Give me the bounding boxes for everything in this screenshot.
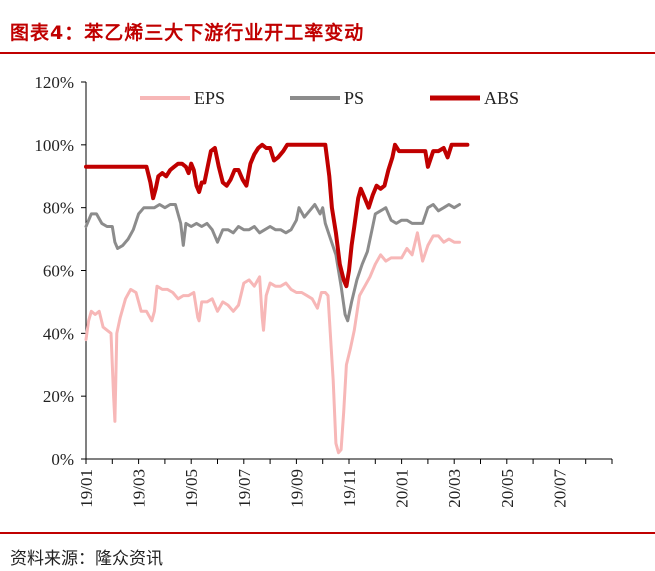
series-line-eps bbox=[84, 231, 461, 455]
y-tick-label: 40% bbox=[43, 324, 74, 343]
y-axis-ticks: 0% 20% 40% 60% 80% 100% 120% bbox=[34, 73, 86, 469]
x-tick-label: 20/07 bbox=[550, 469, 569, 508]
x-tick-label: 19/11 bbox=[340, 469, 359, 507]
x-tick-label: 19/01 bbox=[77, 469, 96, 508]
y-tick-label: 80% bbox=[43, 199, 74, 218]
x-tick-label: 19/09 bbox=[287, 469, 306, 508]
y-tick-label: 100% bbox=[34, 136, 74, 155]
y-tick-label: 20% bbox=[43, 387, 74, 406]
y-tick-label: 120% bbox=[34, 73, 74, 92]
chart-series-lines bbox=[84, 142, 470, 455]
x-tick-label: 19/07 bbox=[235, 469, 254, 508]
legend-label-eps: EPS bbox=[194, 88, 225, 108]
chart-legend: EPS PS ABS bbox=[140, 88, 519, 108]
source-divider bbox=[0, 532, 655, 534]
x-tick-label: 20/05 bbox=[498, 469, 517, 508]
legend-label-abs: ABS bbox=[484, 88, 519, 108]
series-line-ps bbox=[84, 203, 461, 323]
legend-label-ps: PS bbox=[344, 88, 364, 108]
series-line-abs bbox=[84, 142, 470, 289]
x-tick-label: 19/05 bbox=[182, 469, 201, 508]
x-tick-label: 19/03 bbox=[130, 469, 149, 508]
x-axis-ticks: 19/01 19/03 19/05 19/07 19/09 19/11 20/01 20/03… bbox=[77, 459, 613, 508]
x-tick-label: 20/03 bbox=[445, 469, 464, 508]
y-tick-label: 60% bbox=[43, 262, 74, 281]
source-note: 资料来源：隆众资讯 bbox=[10, 549, 163, 569]
y-tick-label: 0% bbox=[51, 450, 74, 469]
chart-title: 图表4：苯乙烯三大下游行业开工率变动 bbox=[10, 22, 365, 44]
title-divider bbox=[0, 52, 655, 54]
x-tick-label: 20/01 bbox=[393, 469, 412, 508]
